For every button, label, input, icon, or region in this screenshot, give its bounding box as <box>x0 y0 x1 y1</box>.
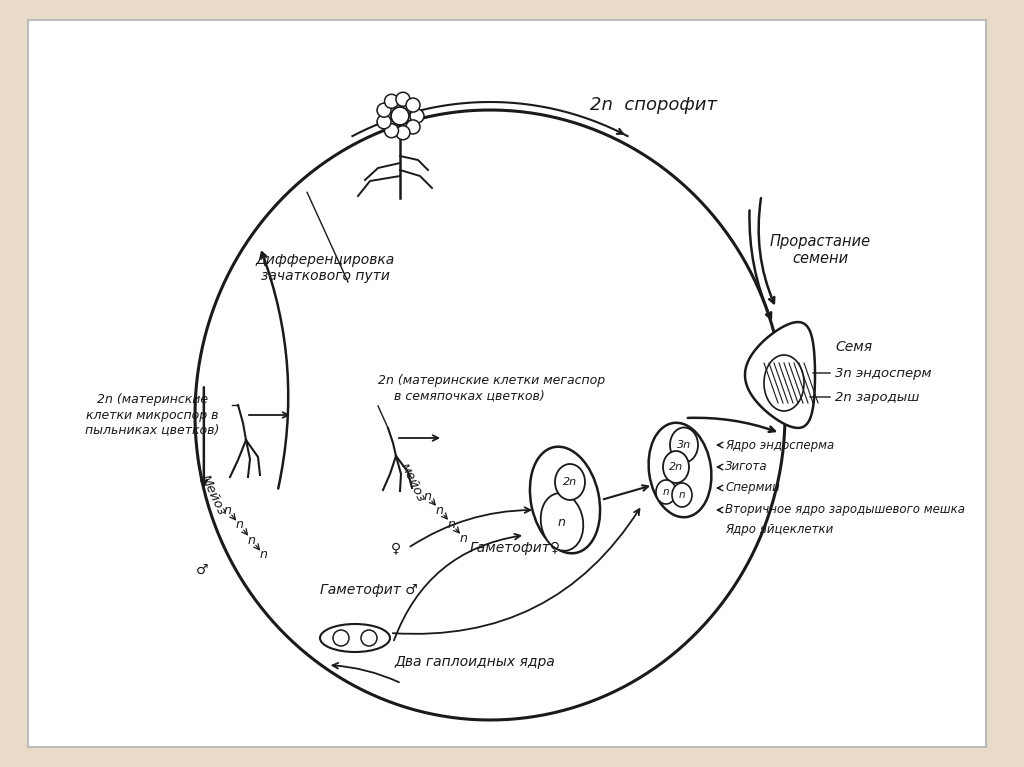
Text: 2n (материнские
клетки микроспор в
пыльниках цветков): 2n (материнские клетки микроспор в пыльн… <box>85 393 219 436</box>
Circle shape <box>396 126 410 140</box>
Text: Прорастание
семени: Прорастание семени <box>769 234 870 266</box>
Ellipse shape <box>670 427 698 463</box>
Text: Гаметофит♀: Гаметофит♀ <box>470 541 561 555</box>
Circle shape <box>391 107 409 125</box>
Ellipse shape <box>555 464 585 500</box>
Polygon shape <box>764 355 804 411</box>
Text: n: n <box>424 489 432 502</box>
Text: n: n <box>558 515 566 528</box>
Text: Ядро эндосперма: Ядро эндосперма <box>725 439 835 452</box>
Text: n: n <box>260 548 268 561</box>
Text: Мейоз: Мейоз <box>198 472 228 518</box>
Ellipse shape <box>656 480 676 504</box>
Ellipse shape <box>663 451 689 483</box>
Circle shape <box>384 94 398 108</box>
Text: 2n (материнские клетки мегаспор
    в семяпочках цветков): 2n (материнские клетки мегаспор в семяпо… <box>378 374 605 402</box>
Text: n: n <box>237 518 244 532</box>
Text: 3n эндосперм: 3n эндосперм <box>835 367 932 380</box>
Text: 3n: 3n <box>677 440 691 450</box>
Circle shape <box>377 115 391 129</box>
FancyBboxPatch shape <box>28 20 986 747</box>
Text: 2n  спорофит: 2n спорофит <box>590 96 717 114</box>
Ellipse shape <box>672 483 692 507</box>
Circle shape <box>361 630 377 646</box>
Text: n: n <box>436 503 444 516</box>
Text: Семя: Семя <box>835 340 872 354</box>
Circle shape <box>384 123 398 138</box>
Text: Ядро яйцеклетки: Ядро яйцеклетки <box>725 524 834 536</box>
Text: 2n: 2n <box>563 477 578 487</box>
Circle shape <box>377 104 391 117</box>
Text: Вторичное ядро зародышевого мешка: Вторичное ядро зародышевого мешка <box>725 503 965 516</box>
Text: n: n <box>449 518 456 531</box>
Circle shape <box>407 98 420 112</box>
Ellipse shape <box>541 493 584 551</box>
Text: n: n <box>679 490 685 500</box>
Text: n: n <box>224 503 232 516</box>
Text: 2n зародыш: 2n зародыш <box>835 390 920 403</box>
Ellipse shape <box>319 624 390 652</box>
Text: n: n <box>663 487 670 497</box>
Text: Дифференцировка
зачаткового пути: Дифференцировка зачаткового пути <box>255 253 394 283</box>
Text: Спермии: Спермии <box>725 482 779 495</box>
Text: ♂: ♂ <box>196 563 208 577</box>
Text: Гаметофит ♂: Гаметофит ♂ <box>319 583 418 597</box>
Text: ♀: ♀ <box>391 541 401 555</box>
Text: n: n <box>248 534 256 547</box>
Text: Два гаплоидных ядра: Два гаплоидных ядра <box>395 655 556 669</box>
Text: мейоз: мейоз <box>398 460 428 504</box>
Circle shape <box>410 109 424 123</box>
Text: Зигота: Зигота <box>725 460 768 473</box>
Circle shape <box>333 630 349 646</box>
Text: n: n <box>460 532 468 545</box>
Text: 2n: 2n <box>669 462 683 472</box>
Circle shape <box>407 120 420 134</box>
Circle shape <box>396 92 410 107</box>
Ellipse shape <box>529 446 600 553</box>
Ellipse shape <box>648 423 712 517</box>
Polygon shape <box>745 322 815 428</box>
